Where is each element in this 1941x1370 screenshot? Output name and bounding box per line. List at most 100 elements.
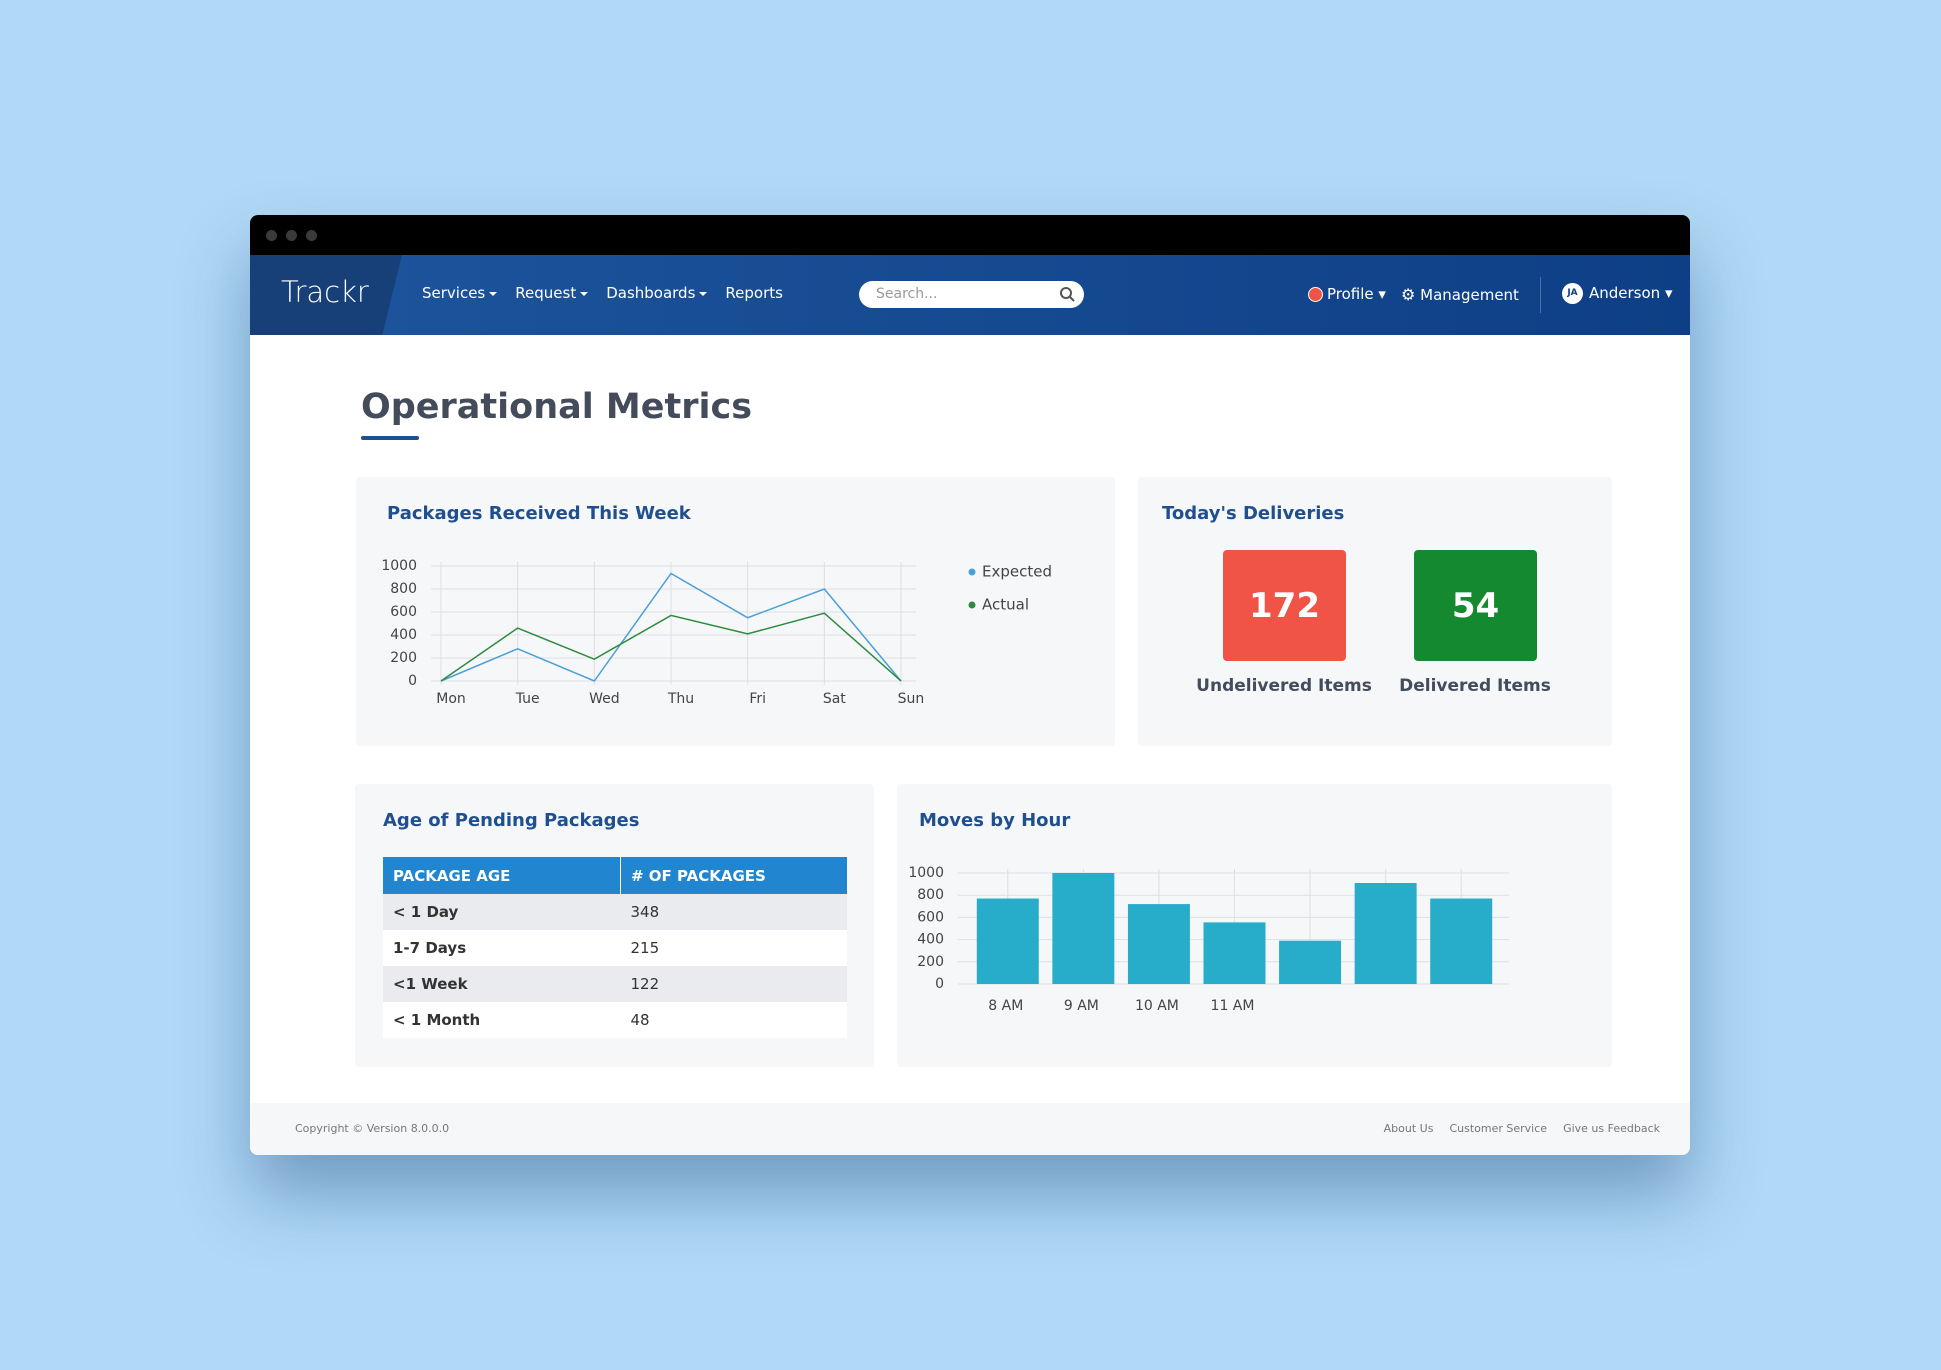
bar	[1279, 940, 1342, 984]
page-title: Operational Metrics	[361, 387, 753, 427]
y-tick-label: 800	[917, 887, 944, 903]
pending-table: PACKAGE AGE # OF PACKAGES < 1 Day 348 1-7 Da…	[383, 857, 847, 1038]
title-bar	[250, 215, 1690, 255]
avatar: JA	[1562, 283, 1583, 304]
table-cell: <1 Week	[383, 966, 621, 1002]
y-tick-label: 0	[935, 976, 944, 992]
bar	[1203, 922, 1266, 984]
window-dot[interactable]	[306, 230, 317, 241]
card-title: Moves by Hour	[919, 810, 1071, 831]
y-tick-label: 1000	[908, 865, 944, 881]
table-cell: < 1 Day	[383, 894, 621, 930]
line-chart-card: Packages Received This Week 0 200 400 600 80…	[356, 477, 1115, 746]
table-row: < 1 Day 348	[383, 894, 847, 930]
management-menu[interactable]: ⚙ Management	[1401, 285, 1519, 304]
legend-marker	[968, 568, 976, 576]
footer-links: About Us Customer Service Give us Feedback	[1384, 1122, 1660, 1135]
profile-label: Profile	[1327, 285, 1374, 303]
legend-label: Expected	[982, 563, 1052, 581]
table-card: Age of Pending Packages PACKAGE AGE # OF …	[355, 784, 874, 1067]
bar	[976, 898, 1039, 984]
column-header: # OF PACKAGES	[620, 857, 847, 894]
x-tick-label: Tue	[515, 691, 540, 707]
x-tick-label: 9 AM	[1064, 998, 1099, 1014]
management-label: Management	[1420, 286, 1519, 304]
status-dot	[1308, 287, 1323, 302]
menu-item[interactable]: Dashboards	[606, 284, 707, 302]
y-tick-label: 600	[917, 909, 944, 925]
footer-link[interactable]: Customer Service	[1449, 1122, 1548, 1135]
navbar: Trackr Services Request Dashboards Reports …	[250, 255, 1690, 335]
x-tick-label: Wed	[589, 691, 620, 707]
card-title: Today's Deliveries	[1162, 503, 1345, 524]
profile-menu[interactable]: Profile ▾	[1308, 285, 1386, 303]
x-tick-label: Thu	[667, 691, 694, 707]
search-box[interactable]: Search...	[859, 281, 1084, 308]
table-row: < 1 Month 48	[383, 1002, 847, 1038]
browser-window: Trackr Services Request Dashboards Reports …	[250, 215, 1690, 1155]
x-tick-label: 8 AM	[988, 998, 1023, 1014]
legend-marker	[968, 601, 976, 609]
kpi-label: Undelivered Items	[1196, 676, 1372, 696]
brand[interactable]: Trackr	[281, 275, 369, 309]
bar	[1052, 873, 1115, 984]
gear-icon: ⚙	[1401, 285, 1416, 304]
x-tick-label: 11 AM	[1211, 998, 1255, 1014]
footer: Copyright © Version 8.0.0.0 About Us Cust…	[250, 1103, 1690, 1155]
deliveries-card: Today's Deliveries 172 Undelivered Items 5…	[1138, 477, 1612, 746]
kpi-value: 172	[1223, 550, 1346, 661]
y-tick-label: 600	[390, 604, 417, 620]
series-line	[440, 612, 902, 682]
search-icon[interactable]	[1059, 286, 1076, 303]
bar	[1354, 882, 1417, 984]
x-tick-label: Sun	[898, 691, 925, 707]
footer-link[interactable]: About Us	[1383, 1122, 1434, 1135]
separator	[1540, 277, 1541, 313]
user-menu[interactable]: JA Anderson ▾	[1562, 283, 1673, 304]
x-tick-label: Fri	[749, 691, 766, 707]
column-header: PACKAGE AGE	[383, 857, 621, 894]
table-cell: 122	[620, 966, 847, 1002]
card-title: Packages Received This Week	[387, 503, 691, 524]
search-placeholder: Search...	[876, 286, 938, 302]
table-cell: 1-7 Days	[383, 930, 621, 966]
table-header: PACKAGE AGE # OF PACKAGES	[383, 857, 847, 894]
x-tick-label: 10 AM	[1135, 998, 1179, 1014]
table-cell: 215	[620, 930, 847, 966]
bar	[1430, 898, 1493, 984]
x-tick-label: Mon	[436, 691, 466, 707]
table-cell: 48	[620, 1002, 847, 1038]
title-underline	[361, 436, 419, 440]
footer-link[interactable]: Give us Feedback	[1563, 1122, 1660, 1135]
x-tick-label: Sat	[823, 691, 846, 707]
y-tick-label: 1000	[381, 558, 417, 574]
y-tick-label: 800	[390, 581, 417, 597]
y-tick-label: 400	[390, 627, 417, 643]
bar-chart-card: Moves by Hour 0 200 400 600 800 1000 8 AM 9 AM 1…	[897, 784, 1612, 1067]
copyright: Copyright © Version 8.0.0.0	[295, 1122, 450, 1135]
y-tick-label: 200	[917, 954, 944, 970]
kpi-value: 54	[1414, 550, 1537, 661]
menu-item[interactable]: Request	[515, 284, 588, 302]
table-cell: < 1 Month	[383, 1002, 621, 1038]
y-tick-label: 400	[917, 932, 944, 948]
table-row: 1-7 Days 215	[383, 930, 847, 966]
y-tick-label: 0	[408, 673, 417, 689]
y-tick-label: 200	[390, 650, 417, 666]
menu-item[interactable]: Reports	[725, 284, 783, 302]
series-line	[440, 572, 902, 682]
kpi-label: Delivered Items	[1399, 676, 1551, 696]
bar-chart: 0 200 400 600 800 1000 8 AM 9 AM 10 AM 11 AM	[908, 865, 1509, 1014]
legend-label: Actual	[982, 596, 1029, 614]
bar	[1127, 904, 1190, 984]
menu-item[interactable]: Services	[422, 284, 497, 302]
card-title: Age of Pending Packages	[383, 810, 640, 831]
window-dot[interactable]	[266, 230, 277, 241]
line-chart: 0 200 400 600 800 1000 Mon Tue Wed Thu Fri Sat Sun Ex…	[381, 558, 1052, 707]
user-name: Anderson	[1589, 284, 1661, 302]
menu: Services Request Dashboards Reports	[422, 284, 783, 302]
table-row: <1 Week 122	[383, 966, 847, 1002]
table-cell: 348	[620, 894, 847, 930]
window-dot[interactable]	[286, 230, 297, 241]
